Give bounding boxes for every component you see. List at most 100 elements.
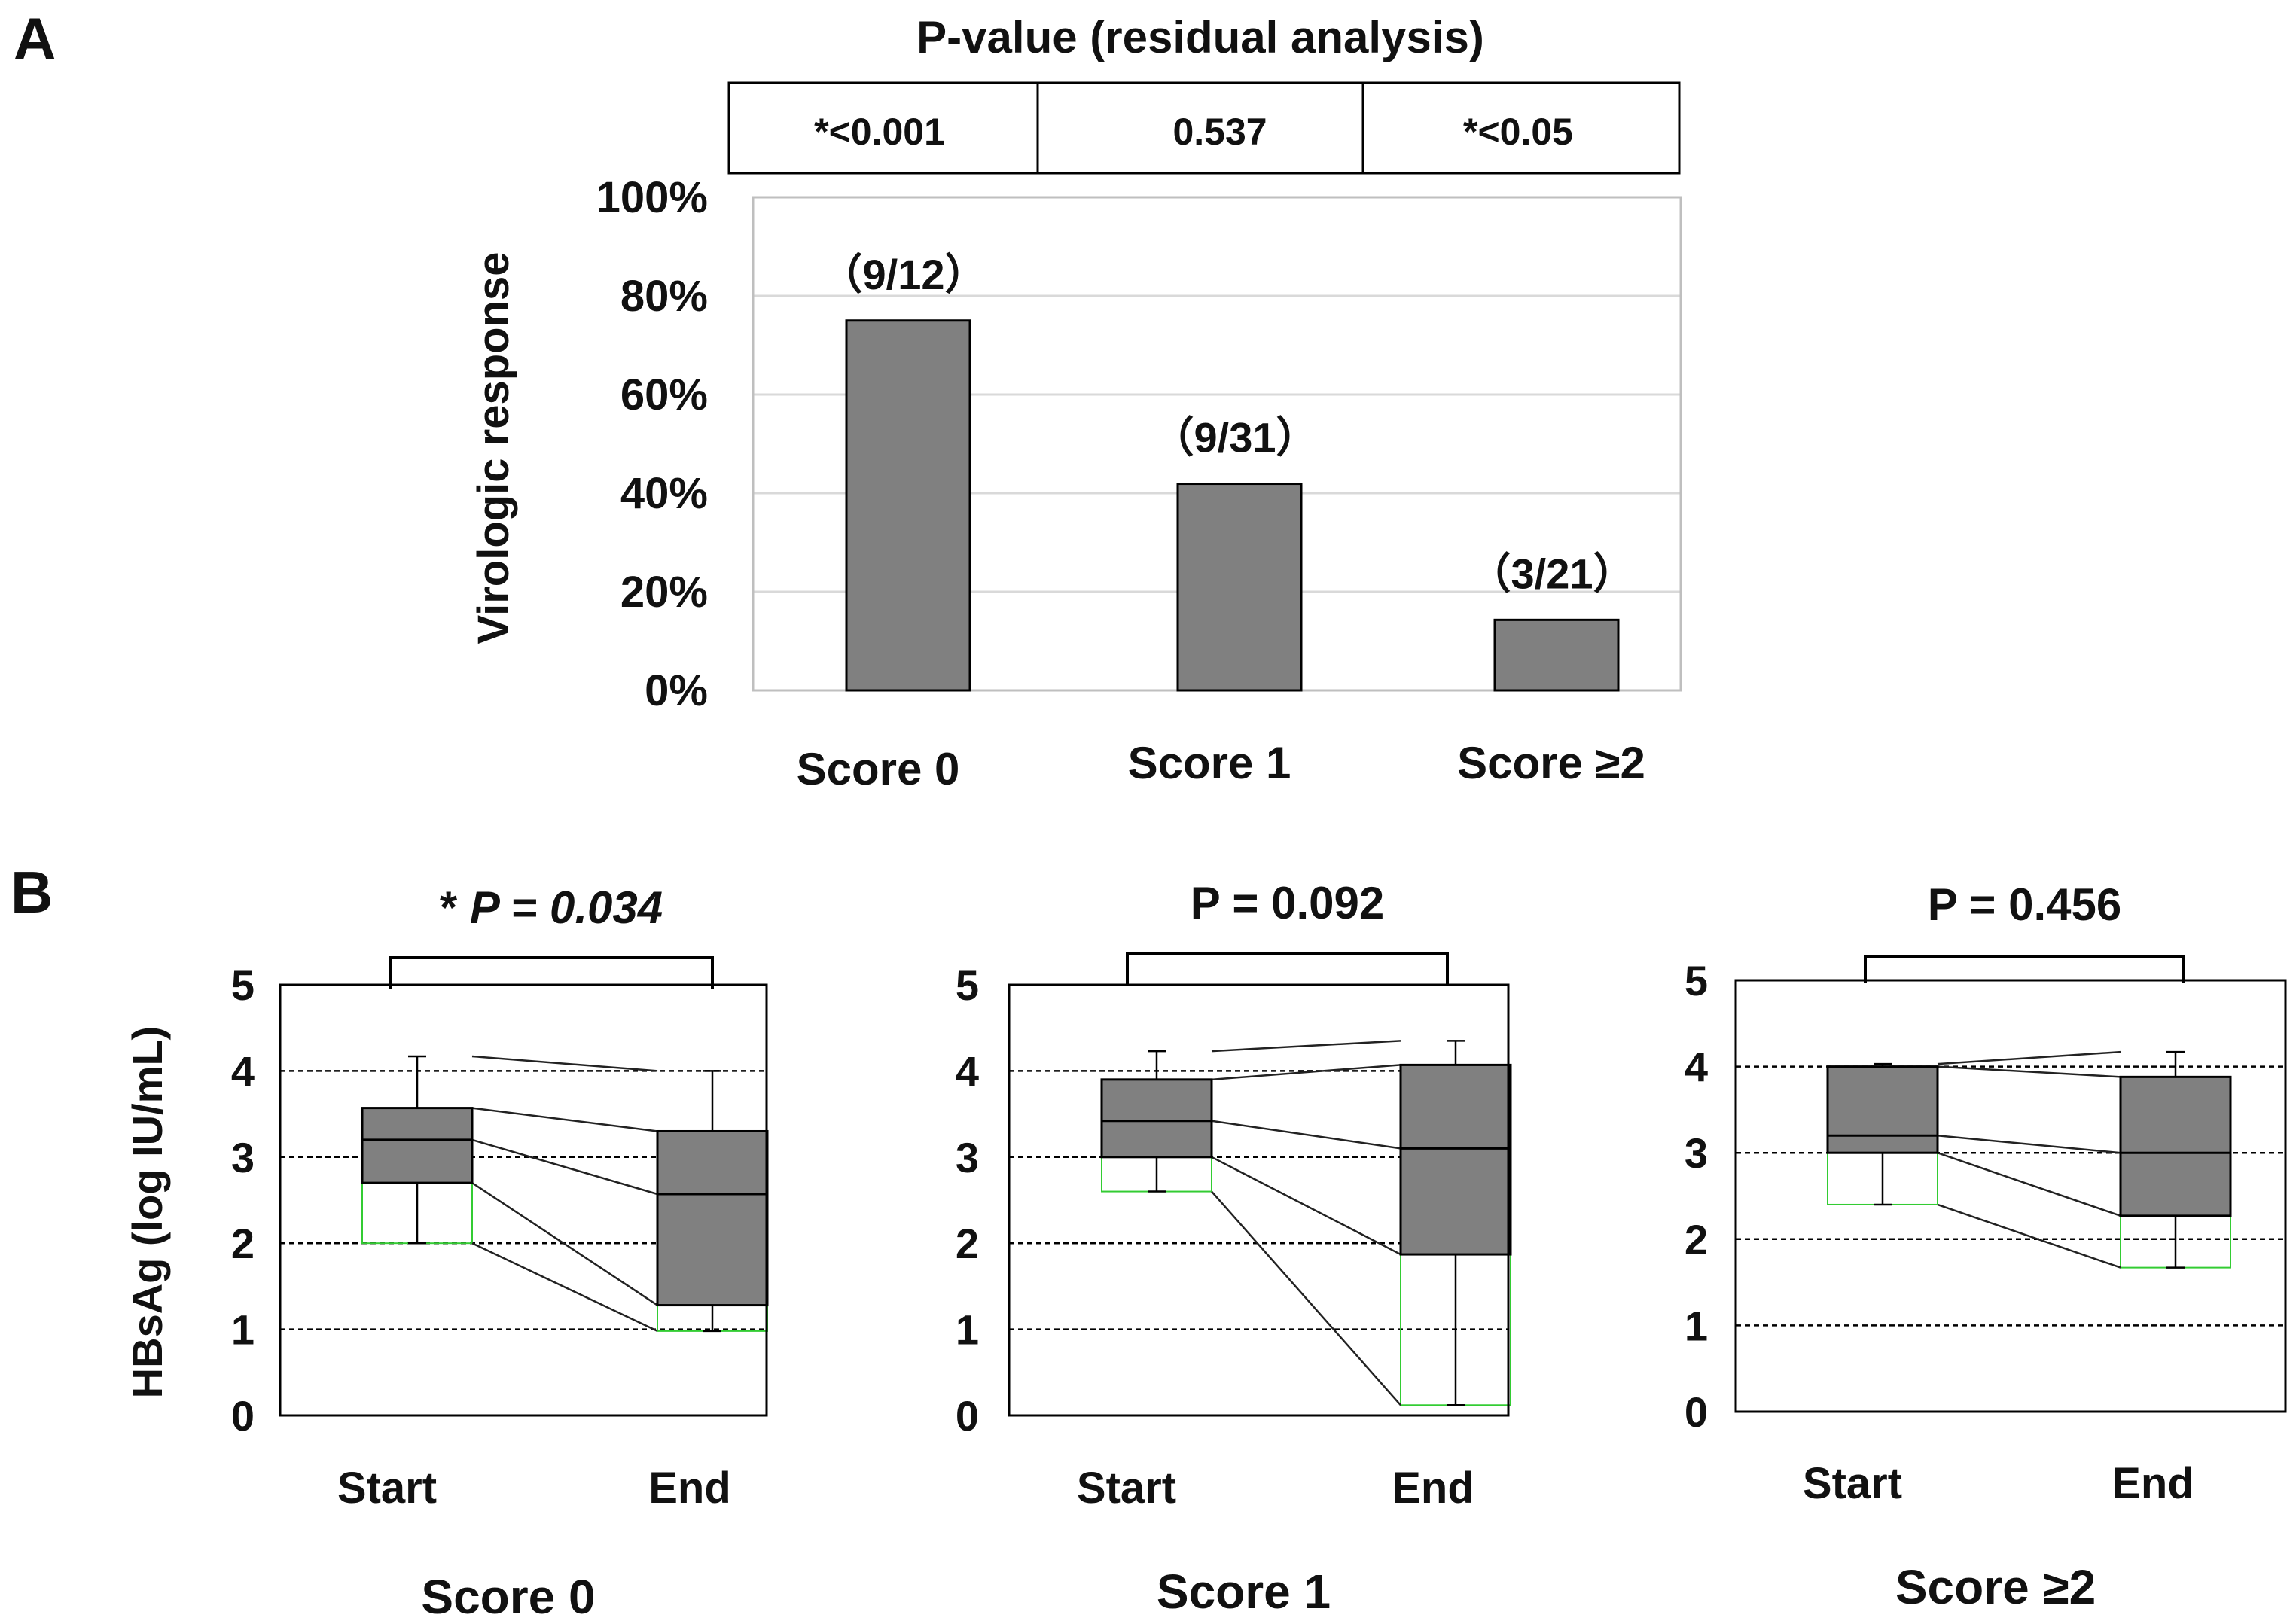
b-yticks: 0 1 2 3 4 5 <box>956 961 979 1440</box>
a-ytick-label: 20% <box>620 568 708 617</box>
a-ytick-label: 80% <box>620 272 708 321</box>
b-plot-frame <box>279 983 768 1417</box>
b-category-label: End <box>2112 1459 2194 1508</box>
b-yticks: 0 1 2 3 4 5 <box>231 961 255 1440</box>
b-pvalue: P = 0.092 <box>1191 878 1384 928</box>
b-significance-bracket <box>1864 955 2185 983</box>
b-category-label: End <box>1392 1464 1474 1513</box>
b-box <box>1100 1078 1213 1159</box>
b-category-label: Start <box>337 1464 437 1513</box>
b-boxplots <box>1826 1050 2232 1269</box>
a-bar-label: （3/21） <box>1469 550 1636 597</box>
a-bar-label: （9/31） <box>1152 414 1319 462</box>
b-patient-line <box>471 1055 658 1072</box>
b-patient-line <box>1211 1120 1401 1150</box>
b-plot-frame <box>1008 983 1510 1417</box>
b-subpanel-title: Score ≥2 <box>1895 1560 2096 1614</box>
b-box <box>1826 1065 1939 1154</box>
b-ytick-label: 1 <box>231 1306 255 1354</box>
b-subpanel-title: Score 0 <box>421 1570 595 1624</box>
b-box <box>656 1129 769 1307</box>
b-patient-lines <box>1211 1040 1401 1406</box>
b-ytick-label: 4 <box>956 1047 979 1095</box>
a-bar <box>845 319 971 692</box>
pvalue-cell: *<0.001 <box>814 111 945 153</box>
b-pvalue-prefix: * <box>440 882 470 933</box>
b-ytick-label: 4 <box>1685 1044 1708 1091</box>
a-category-label: Score 0 <box>797 744 960 794</box>
b-ytick-label: 1 <box>956 1306 979 1354</box>
pvalue-cell: *<0.05 <box>1463 111 1573 153</box>
b-box <box>1399 1063 1512 1256</box>
b-patient-lines <box>471 1055 658 1333</box>
b-ytick-label: 3 <box>956 1134 979 1181</box>
panel-b-label: B <box>11 859 53 925</box>
b-ytick-label: 5 <box>1685 957 1708 1004</box>
b-ytick-label: 2 <box>231 1220 255 1267</box>
b-patient-line <box>1937 1065 2121 1078</box>
a-bar-labels: （9/12） （9/31） （3/21） <box>821 251 1636 598</box>
a-yticks: 0% 20% 40% 60% 80% 100% <box>596 173 708 715</box>
b-pvalue: * P = 0.034 <box>440 882 663 933</box>
b-ytick-label: 1 <box>1685 1302 1708 1349</box>
b-ytick-label: 4 <box>231 1047 255 1095</box>
b-patient-line <box>471 1138 658 1196</box>
a-ytick-label: 60% <box>620 370 708 419</box>
b-patient-line <box>1937 1135 2121 1154</box>
b-category-label: Start <box>1803 1459 1902 1508</box>
pvalue-cell: 0.537 <box>1172 111 1267 153</box>
b-patient-line <box>471 1242 658 1333</box>
b-ytick-label: 3 <box>231 1134 255 1181</box>
a-ytick-label: 40% <box>620 469 708 518</box>
b-patient-line <box>1211 1190 1401 1406</box>
b-ytick-label: 5 <box>956 961 979 1009</box>
a-ytick-label: 0% <box>645 666 708 715</box>
b-patient-lines <box>1937 1050 2121 1269</box>
a-ytick-label: 100% <box>596 173 708 222</box>
b-ytick-label: 5 <box>231 961 255 1009</box>
b-boxplots <box>361 1055 769 1333</box>
b-plot-frame <box>1734 979 2287 1413</box>
a-category-label: Score 1 <box>1128 738 1291 788</box>
b-subpanel-score-1: 0 1 2 3 4 5 P = 0.092 Start End Score 1 <box>956 878 1512 1619</box>
panel-a-label: A <box>14 5 56 72</box>
b-ylabel: HBsAg (log IU/mL) <box>123 1026 171 1399</box>
a-bars <box>845 319 1620 692</box>
a-bar <box>1493 618 1620 692</box>
b-pvalue-text: P = 0.456 <box>1928 879 2121 930</box>
b-yticks: 0 1 2 3 4 5 <box>1685 957 1708 1436</box>
b-patient-line <box>1211 1156 1401 1256</box>
b-patient-line <box>1211 1040 1401 1053</box>
a-bar-label: （9/12） <box>821 251 987 298</box>
b-ytick-label: 0 <box>231 1392 255 1440</box>
b-patient-line <box>1937 1152 2121 1217</box>
b-ytick-label: 2 <box>956 1220 979 1267</box>
b-patient-line <box>471 1107 658 1132</box>
b-box <box>2119 1075 2232 1217</box>
b-patient-line <box>1211 1064 1401 1081</box>
b-pvalue: P = 0.456 <box>1928 879 2121 930</box>
b-ytick-label: 0 <box>1685 1388 1708 1436</box>
b-patient-line <box>1937 1203 2121 1269</box>
a-bar <box>1176 483 1303 692</box>
b-subpanel-title: Score 1 <box>1157 1565 1331 1619</box>
pvalue-table-border <box>727 81 1681 175</box>
b-significance-bracket <box>1126 952 1449 986</box>
b-category-label: End <box>648 1464 731 1513</box>
b-pvalue-text: P = 0.092 <box>1191 878 1384 928</box>
b-box <box>361 1107 474 1184</box>
b-subpanel-score-0: 0 1 2 3 4 5 * P = 0.034 Start End Score … <box>231 882 769 1624</box>
a-ylabel: Virologic response <box>469 251 518 644</box>
b-ytick-label: 3 <box>1685 1129 1708 1177</box>
pvalue-table-title: P-value (residual analysis) <box>916 12 1484 62</box>
a-category-label: Score ≥2 <box>1457 738 1645 788</box>
b-category-label: Start <box>1077 1464 1176 1513</box>
b-subpanel-score-2: 0 1 2 3 4 5 P = 0.456 Start End Score ≥2 <box>1685 879 2287 1614</box>
b-boxplots <box>1100 1040 1512 1406</box>
pvalue-table: *<0.001 0.537 *<0.05 <box>727 81 1681 175</box>
b-significance-bracket <box>389 956 714 989</box>
b-patient-line <box>471 1182 658 1306</box>
b-ytick-label: 2 <box>1685 1216 1708 1263</box>
a-xticks: Score 0 Score 1 Score ≥2 <box>797 738 1645 794</box>
